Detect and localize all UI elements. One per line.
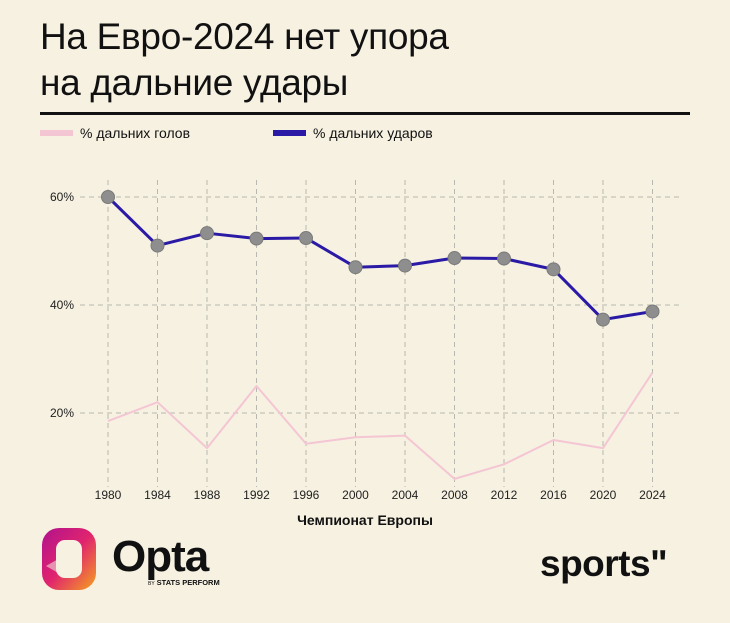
chart-title: На Евро-2024 нет упора на дальние удары	[40, 14, 640, 106]
x-axis-label: Чемпионат Европы	[297, 512, 433, 528]
opta-logo	[40, 526, 98, 592]
series-point-shots	[447, 251, 462, 266]
chart-grid	[80, 180, 680, 487]
x-tick-label: 2008	[441, 488, 468, 502]
x-tick-label: 2016	[540, 488, 567, 502]
x-axis-ticks: 1980 1984 1988 1992 1996 2000 2004 2008 2012 2016…	[95, 488, 667, 502]
series-point-shots	[150, 238, 165, 253]
legend-swatch-shots	[273, 130, 306, 136]
series-point-shots	[299, 231, 313, 246]
opta-logo-icon	[42, 528, 96, 590]
sports-logo: sports"	[540, 543, 668, 584]
x-tick-label: 2004	[392, 488, 419, 502]
series-line-goals	[107, 371, 654, 480]
series-point-shots	[200, 226, 214, 241]
series-point-shots	[249, 231, 264, 246]
y-tick-label: 60%	[50, 190, 74, 204]
legend-swatch-goals	[40, 130, 73, 136]
y-axis-ticks: 20% 40% 60%	[50, 190, 74, 420]
y-tick-label: 20%	[50, 406, 74, 420]
chart-title-line-2: на дальние удары	[40, 62, 349, 103]
x-tick-label: 2020	[590, 488, 617, 502]
series-point-shots	[101, 190, 115, 204]
opta-wordmark: Opta	[112, 532, 209, 581]
x-tick-label: 1992	[243, 488, 270, 502]
series-point-shots	[398, 258, 412, 273]
x-tick-label: 1984	[144, 488, 171, 502]
legend-label-goals: % дальних голов	[80, 125, 191, 141]
series-point-shots	[348, 260, 363, 275]
series-point-shots	[645, 304, 660, 319]
title-divider	[40, 112, 690, 115]
x-tick-label: 2024	[639, 488, 666, 502]
series-point-shots	[497, 251, 511, 266]
series-point-shots	[546, 262, 561, 277]
series-point-shots	[596, 312, 610, 327]
x-tick-label: 1996	[293, 488, 320, 502]
chart-series	[101, 190, 660, 480]
x-tick-label: 2012	[491, 488, 518, 502]
x-tick-label: 1980	[95, 488, 122, 502]
stats-perform-label: STATS PERFORM	[156, 578, 220, 587]
y-tick-label: 40%	[50, 298, 74, 312]
stats-perform-tagline: BY STATS PERFORM	[148, 578, 220, 587]
legend-label-shots: % дальних ударов	[313, 125, 433, 141]
chart-title-line-1: На Евро-2024 нет упора	[40, 16, 449, 57]
x-tick-label: 1988	[194, 488, 221, 502]
x-tick-label: 2000	[342, 488, 369, 502]
series-line-shots	[106, 195, 653, 322]
opta-by-label: BY	[148, 581, 155, 587]
